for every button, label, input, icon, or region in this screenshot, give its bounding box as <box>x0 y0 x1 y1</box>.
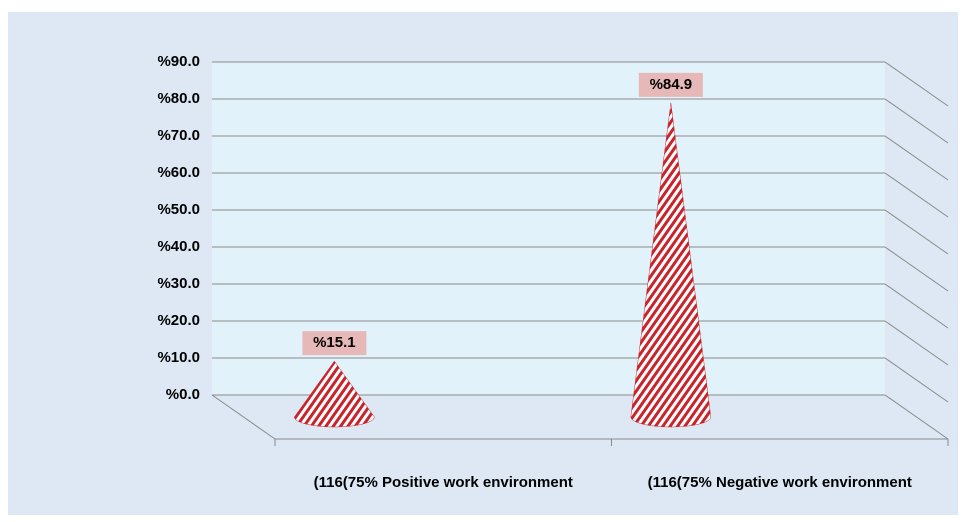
y-tick-label: %40.0 <box>157 238 200 255</box>
cone <box>294 360 375 428</box>
grid-line <box>884 320 949 366</box>
grid-line <box>884 246 949 292</box>
grid-line <box>884 209 949 255</box>
grid-line <box>884 61 949 107</box>
cone <box>630 102 712 428</box>
axis-line <box>211 394 276 440</box>
value-label: %15.1 <box>313 334 356 351</box>
y-tick-label: %50.0 <box>157 201 200 218</box>
y-tick-label: %80.0 <box>157 90 200 107</box>
value-label-box <box>638 72 703 97</box>
floor <box>212 395 948 439</box>
y-tick-label: %30.0 <box>157 275 200 292</box>
value-label: %84.9 <box>650 76 693 93</box>
grid-line <box>884 357 949 403</box>
y-tick-label: %20.0 <box>157 312 200 329</box>
grid-line <box>884 283 949 329</box>
y-tick-label: %60.0 <box>157 164 200 181</box>
y-tick-label: %10.0 <box>157 349 200 366</box>
y-tick-label: %0.0 <box>166 386 200 403</box>
grid-line <box>884 135 949 181</box>
y-tick-label: %90.0 <box>157 53 200 70</box>
x-tick-label: (116(75% Negative work environment <box>648 474 912 491</box>
grid-line <box>884 394 949 440</box>
grid-line <box>884 172 949 218</box>
x-tick-label: (116(75% Positive work environment <box>314 474 573 491</box>
value-label-box <box>302 331 367 356</box>
y-tick-label: %70.0 <box>157 127 200 144</box>
grid-line <box>884 98 949 144</box>
